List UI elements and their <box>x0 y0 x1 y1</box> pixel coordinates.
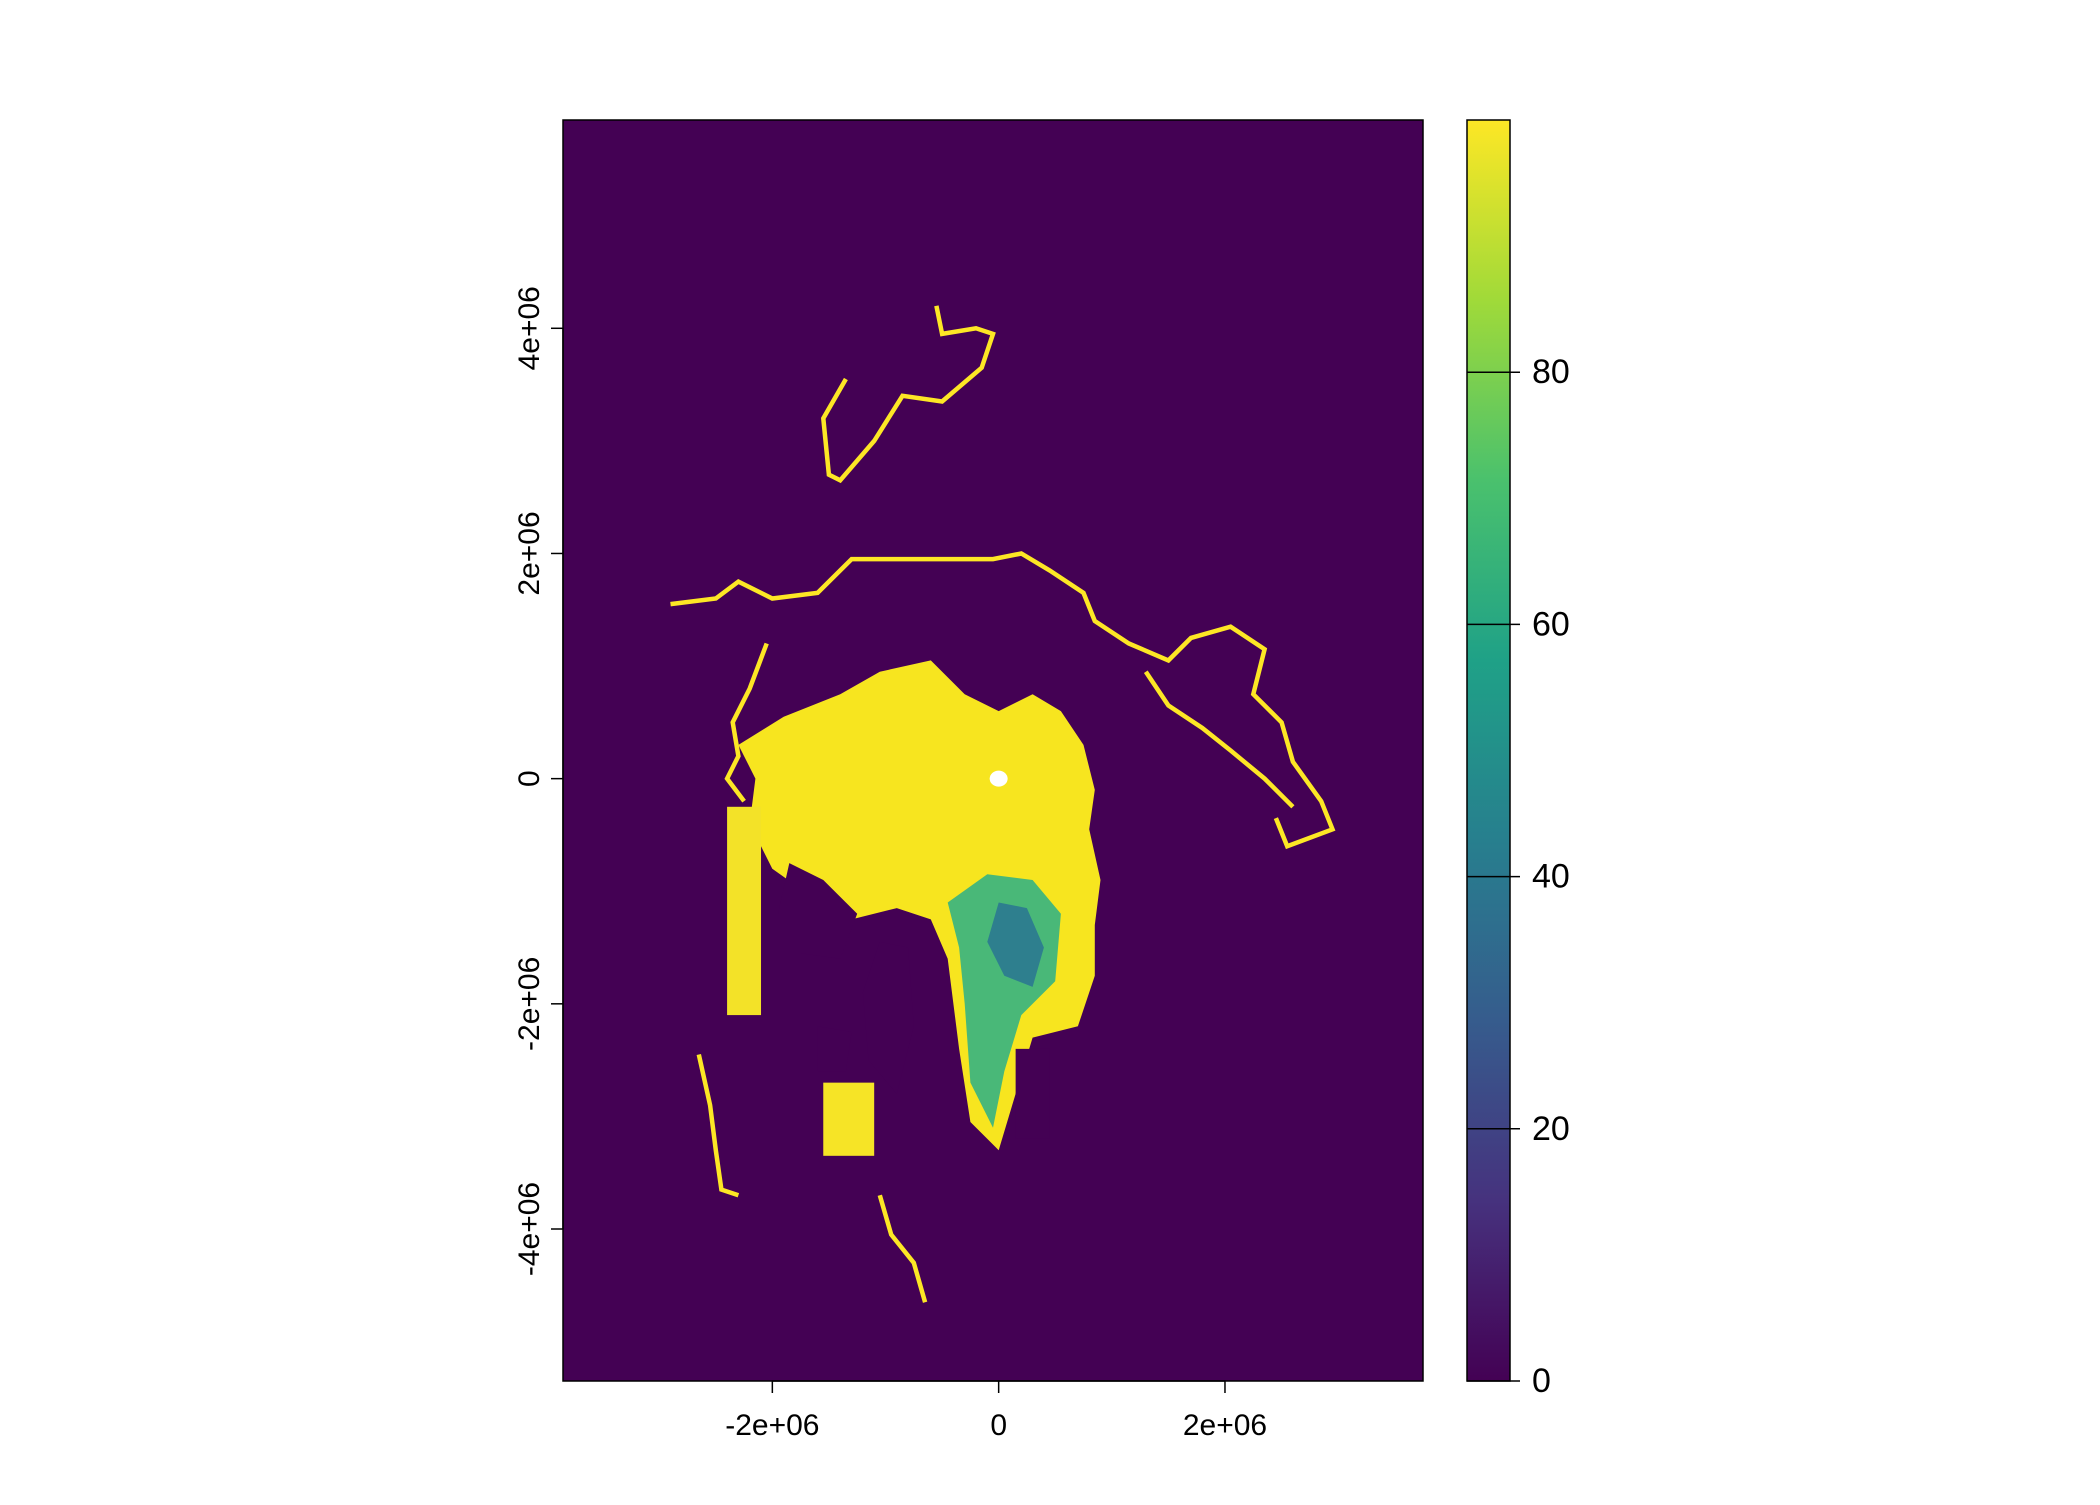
colorbar-tick-label: 60 <box>1532 605 1570 643</box>
pole-hole <box>989 770 1008 787</box>
colorbar-tick-label: 20 <box>1532 1110 1570 1148</box>
y-tick-label: -2e+06 <box>513 957 546 1051</box>
colorbar-tick-label: 0 <box>1532 1362 1551 1400</box>
colorbar-legend: 0 20 40 60 80 <box>1466 119 1570 1400</box>
y-tick-label: -4e+06 <box>513 1182 546 1276</box>
coastline-labrador <box>696 1054 740 1198</box>
coastline-alaska <box>724 642 769 803</box>
y-tick-label: 2e+06 <box>513 511 546 595</box>
open-water-gap-2 <box>862 941 914 1094</box>
colorbar-tick-label: 80 <box>1532 353 1570 391</box>
archipelago-tile-west <box>727 806 762 1016</box>
ice-low-concentration <box>987 902 1044 987</box>
y-tick-label: 4e+06 <box>513 286 546 370</box>
archipelago-tile-south <box>823 1082 875 1156</box>
colorbar-tick-label: 40 <box>1532 858 1570 896</box>
colorbar-gradient <box>1467 120 1510 1381</box>
coastline-scandinavia <box>1143 670 1295 809</box>
y-axis: -4e+06 -2e+06 0 2e+06 4e+06 <box>513 286 564 1276</box>
open-water-notch <box>1015 1048 1050 1139</box>
coastline-bering <box>820 305 996 484</box>
x-tick-label: -2e+06 <box>725 1409 819 1442</box>
coastline-greenland-south <box>877 1194 928 1303</box>
open-water-gap-3 <box>817 1026 852 1072</box>
open-water-gap-1 <box>778 863 858 959</box>
plot-area <box>563 120 1423 1381</box>
coastline-siberia <box>670 551 1336 850</box>
x-axis: -2e+06 0 2e+06 <box>725 1380 1267 1442</box>
y-tick-label: 0 <box>513 770 546 787</box>
x-tick-label: 0 <box>990 1409 1007 1442</box>
x-tick-label: 2e+06 <box>1183 1409 1267 1442</box>
